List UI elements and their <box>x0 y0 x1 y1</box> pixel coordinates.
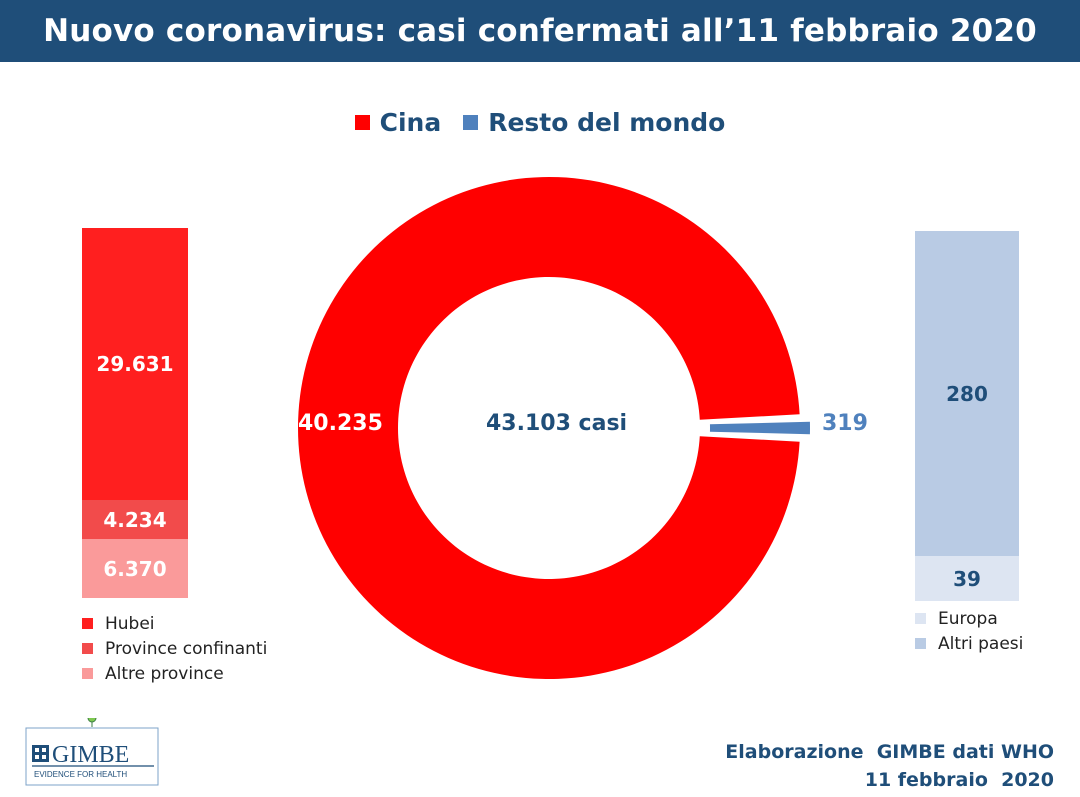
legend-label-altri-paesi: Altri paesi <box>938 633 1024 654</box>
legend-item-hubei: Hubei <box>82 611 267 636</box>
legend-label-europa: Europa <box>938 608 998 629</box>
legend-swatch-china <box>354 115 370 130</box>
page-title: Nuovo coronavirus: casi confermati all’1… <box>43 13 1037 49</box>
legend-item-province-confinanti: Province confinanti <box>82 636 267 661</box>
legend-swatch-province-confinanti <box>82 643 93 654</box>
bar-segment-hubei: 29.631 <box>82 228 188 500</box>
donut-label-china: 40.235 <box>298 411 383 436</box>
legend-item-altri-paesi: Altri paesi <box>915 631 1023 656</box>
donut-slice-china <box>298 177 800 679</box>
legend-swatch-altre-province <box>82 668 93 679</box>
gimbe-logo-graphic: GIMBE EVIDENCE FOR HEALTH <box>25 713 159 786</box>
logo-name: GIMBE <box>52 742 129 768</box>
world-bar-legend: Europa Altri paesi <box>915 606 1023 656</box>
legend-swatch-hubei <box>82 618 93 629</box>
legend-item-world: Resto del mondo <box>463 108 725 137</box>
legend-swatch-altri-paesi <box>915 638 926 649</box>
legend-label-world: Resto del mondo <box>488 108 726 137</box>
legend-swatch-world <box>463 115 479 130</box>
legend-label-province-confinanti: Province confinanti <box>105 638 268 659</box>
credit-line-2: 11 febbraio 2020 <box>864 769 1054 791</box>
gimbe-logo: GIMBE EVIDENCE FOR HEALTH <box>22 713 162 790</box>
bar-segment-province-confinanti: 4.234 <box>82 500 188 539</box>
legend-item-china: Cina <box>354 108 442 137</box>
legend-label-china: Cina <box>379 108 442 137</box>
legend-swatch-europa <box>915 613 926 624</box>
source-credit: Elaborazione GIMBE dati WHO 11 febbraio … <box>725 738 1054 794</box>
legend-item-altre-province: Altre province <box>82 661 267 686</box>
bar-segment-altri-paesi: 280 <box>915 231 1019 556</box>
bar-segment-europa: 39 <box>915 556 1019 601</box>
donut-center-label: 43.103 casi <box>486 411 628 436</box>
title-bar: Nuovo coronavirus: casi confermati all’1… <box>0 0 1080 62</box>
logo-tagline: EVIDENCE FOR HEALTH <box>34 770 127 779</box>
credit-line-1: Elaborazione GIMBE dati WHO <box>725 741 1054 763</box>
donut-slice-world <box>709 421 811 435</box>
legend-label-hubei: Hubei <box>105 613 155 634</box>
bar-segment-altre-province: 6.370 <box>82 539 188 598</box>
legend-label-altre-province: Altre province <box>105 663 224 684</box>
china-bar-legend: Hubei Province confinanti Altre province <box>82 611 267 686</box>
main-legend: Cina Resto del mondo <box>0 108 1080 137</box>
legend-item-europa: Europa <box>915 606 1023 631</box>
donut-label-world: 319 <box>822 411 868 436</box>
